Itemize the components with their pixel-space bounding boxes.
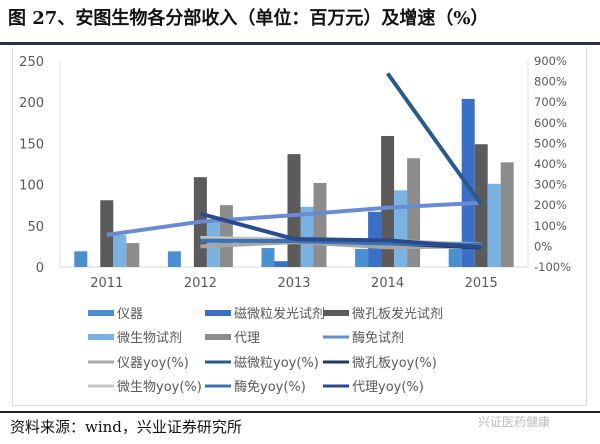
bar-2015	[487, 183, 501, 267]
x-tick-label: 2012	[184, 276, 217, 291]
y2-tick-label: 100%	[534, 219, 567, 233]
y2-tick-label: 600%	[534, 116, 567, 130]
bar-2011	[74, 251, 88, 267]
y2-tick-label: 300%	[534, 178, 567, 192]
legend-label: 磁微粒yoy(%)	[234, 356, 319, 371]
chart-title: 图 27、安图生物各分部收入（单位：百万元）及增速（%）	[8, 8, 489, 29]
bar-2013	[313, 182, 327, 267]
y-tick-label: 100	[19, 179, 44, 194]
bar-2013	[261, 248, 275, 267]
y2-tick-label: 0%	[534, 239, 552, 253]
chart-frame	[12, 47, 587, 406]
legend-label: 微生物试剂	[117, 331, 182, 346]
bar-2015	[448, 248, 462, 267]
y2-tick-label: 500%	[534, 136, 567, 150]
x-tick-label: 2011	[90, 276, 123, 291]
bar-2014	[394, 190, 408, 267]
bar-2013	[300, 206, 314, 267]
y-tick-label: 200	[19, 96, 44, 111]
source-note: 资料来源：wind，兴业证券研究所	[10, 418, 242, 436]
bar-2014	[381, 135, 395, 267]
source-divider	[0, 411, 600, 413]
y-tick-label: 150	[19, 137, 44, 152]
legend-label: 微生物yoy(%)	[117, 380, 202, 395]
bar-2011	[113, 234, 127, 267]
bar-2011	[126, 243, 140, 267]
bar-2012	[167, 251, 181, 267]
bar-2013	[274, 261, 288, 267]
bar-2014	[355, 248, 369, 267]
legend-label: 仪器	[117, 307, 143, 322]
y2-tick-label: 800%	[534, 75, 567, 89]
y2-tick-label: 700%	[534, 95, 567, 109]
legend-swatch	[205, 334, 231, 340]
legend-swatch	[88, 334, 114, 340]
legend-label: 微孔板发光试剂	[352, 306, 443, 322]
legend-label: 微孔板yoy(%)	[352, 356, 437, 371]
legend-label: 仪器yoy(%)	[117, 356, 189, 371]
series-line	[199, 211, 482, 250]
bar-2012	[219, 205, 233, 267]
x-tick-label: 2015	[465, 276, 498, 291]
bar-2015	[500, 162, 514, 267]
x-tick-label: 2014	[371, 276, 404, 291]
bar-2015	[474, 144, 488, 267]
legend-label: 酶免试剂	[352, 330, 404, 346]
y2-tick-label: -100%	[534, 260, 571, 274]
legend-label: 代理	[234, 331, 260, 346]
y-tick-label: 250	[19, 55, 44, 70]
watermark: 兴证医药健康	[478, 415, 551, 429]
title-divider	[0, 42, 600, 45]
legend-label: 代理yoy(%)	[352, 380, 424, 395]
legend-label: 磁微粒发光试剂	[234, 306, 325, 322]
y2-tick-label: 900%	[534, 54, 567, 68]
y2-tick-label: 400%	[534, 157, 567, 171]
bar-2014	[407, 158, 421, 267]
y-tick-label: 50	[27, 220, 44, 235]
y-tick-label: 0	[36, 261, 44, 276]
x-tick-label: 2013	[277, 276, 310, 291]
legend-swatch	[88, 310, 114, 316]
legend-label: 酶免yoy(%)	[234, 379, 306, 395]
legend-swatch	[323, 310, 349, 316]
legend-swatch	[205, 310, 231, 316]
series-line	[385, 72, 483, 206]
bar-2013	[287, 154, 301, 267]
y2-tick-label: 200%	[534, 198, 567, 212]
series-line	[106, 200, 482, 237]
